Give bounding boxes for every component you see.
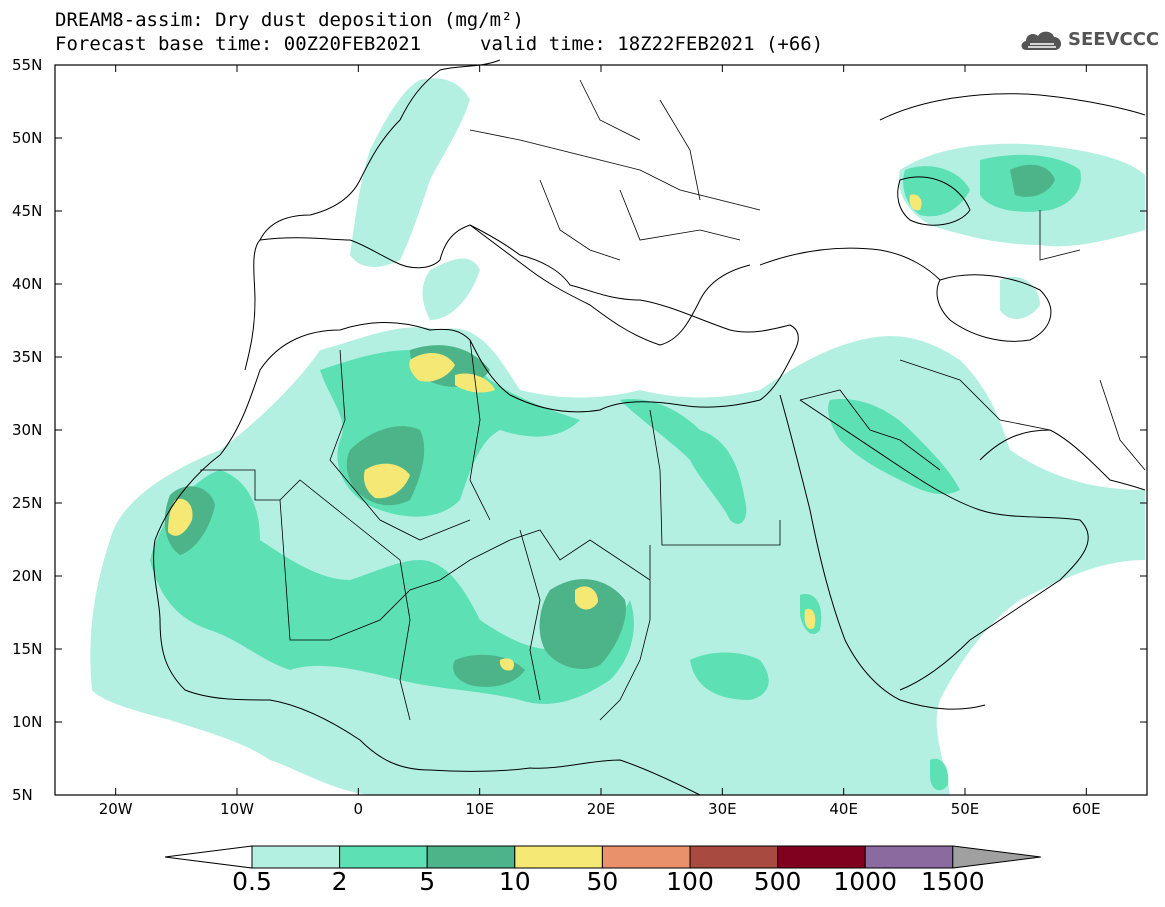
country-borders-layer [200,79,1146,721]
lon-label-10W: 10W [220,800,254,818]
colorbar-label-2: 2 [331,867,348,896]
lon-label-40E: 40E [829,800,858,818]
lat-label-25N: 25N [12,494,43,512]
forecast-base-time: Forecast base time: 00Z20FEB2021 [55,33,422,55]
colorbar-label-5: 5 [419,867,436,896]
seevccc-logo: SEEVCCC [1018,26,1159,56]
colorbar-label-1500: 1500 [920,867,985,896]
lat-label-10N: 10N [12,713,43,731]
deposition-level-10 [168,194,922,671]
lon-label-60E: 60E [1072,800,1101,818]
lat-label-20N: 20N [12,567,43,585]
lon-label-0: 0 [353,800,364,818]
lon-label-20E: 20E [586,800,616,818]
colorbar-label-10: 10 [498,867,531,896]
valid-time: valid time: 18Z22FEB2021 (+66) [480,33,824,55]
axis-ticks [55,64,1147,796]
cloud-logo-icon [1021,31,1062,50]
lat-label-15N: 15N [12,640,43,658]
lat-label-45N: 45N [12,202,43,220]
lat-label-50N: 50N [12,129,43,147]
colorbar-label-0.5: 0.5 [232,867,272,896]
lat-label-30N: 30N [12,421,43,439]
lon-label-20W: 20W [98,800,133,818]
colorbar-label-500: 500 [753,867,802,896]
lat-label-35N: 35N [12,348,43,366]
lon-label-30E: 30E [708,800,737,818]
colorbar-label-100: 100 [666,867,714,896]
colorbar-label-1000: 1000 [833,867,897,896]
lat-label-55N: 55N [12,56,43,74]
colorbar-label-50: 50 [586,867,619,896]
map-title: DREAM8-assim: Dry dust deposition (mg/m²… [55,9,524,31]
lon-label-50E: 50E [950,800,980,818]
dust-field-layer [90,78,1145,795]
lat-label-5N: 5N [12,786,33,804]
lon-label-10E: 10E [465,800,494,818]
coastline-layer [153,59,1146,796]
logo-text: SEEVCCC [1068,29,1160,50]
lat-label-40N: 40N [12,275,43,293]
